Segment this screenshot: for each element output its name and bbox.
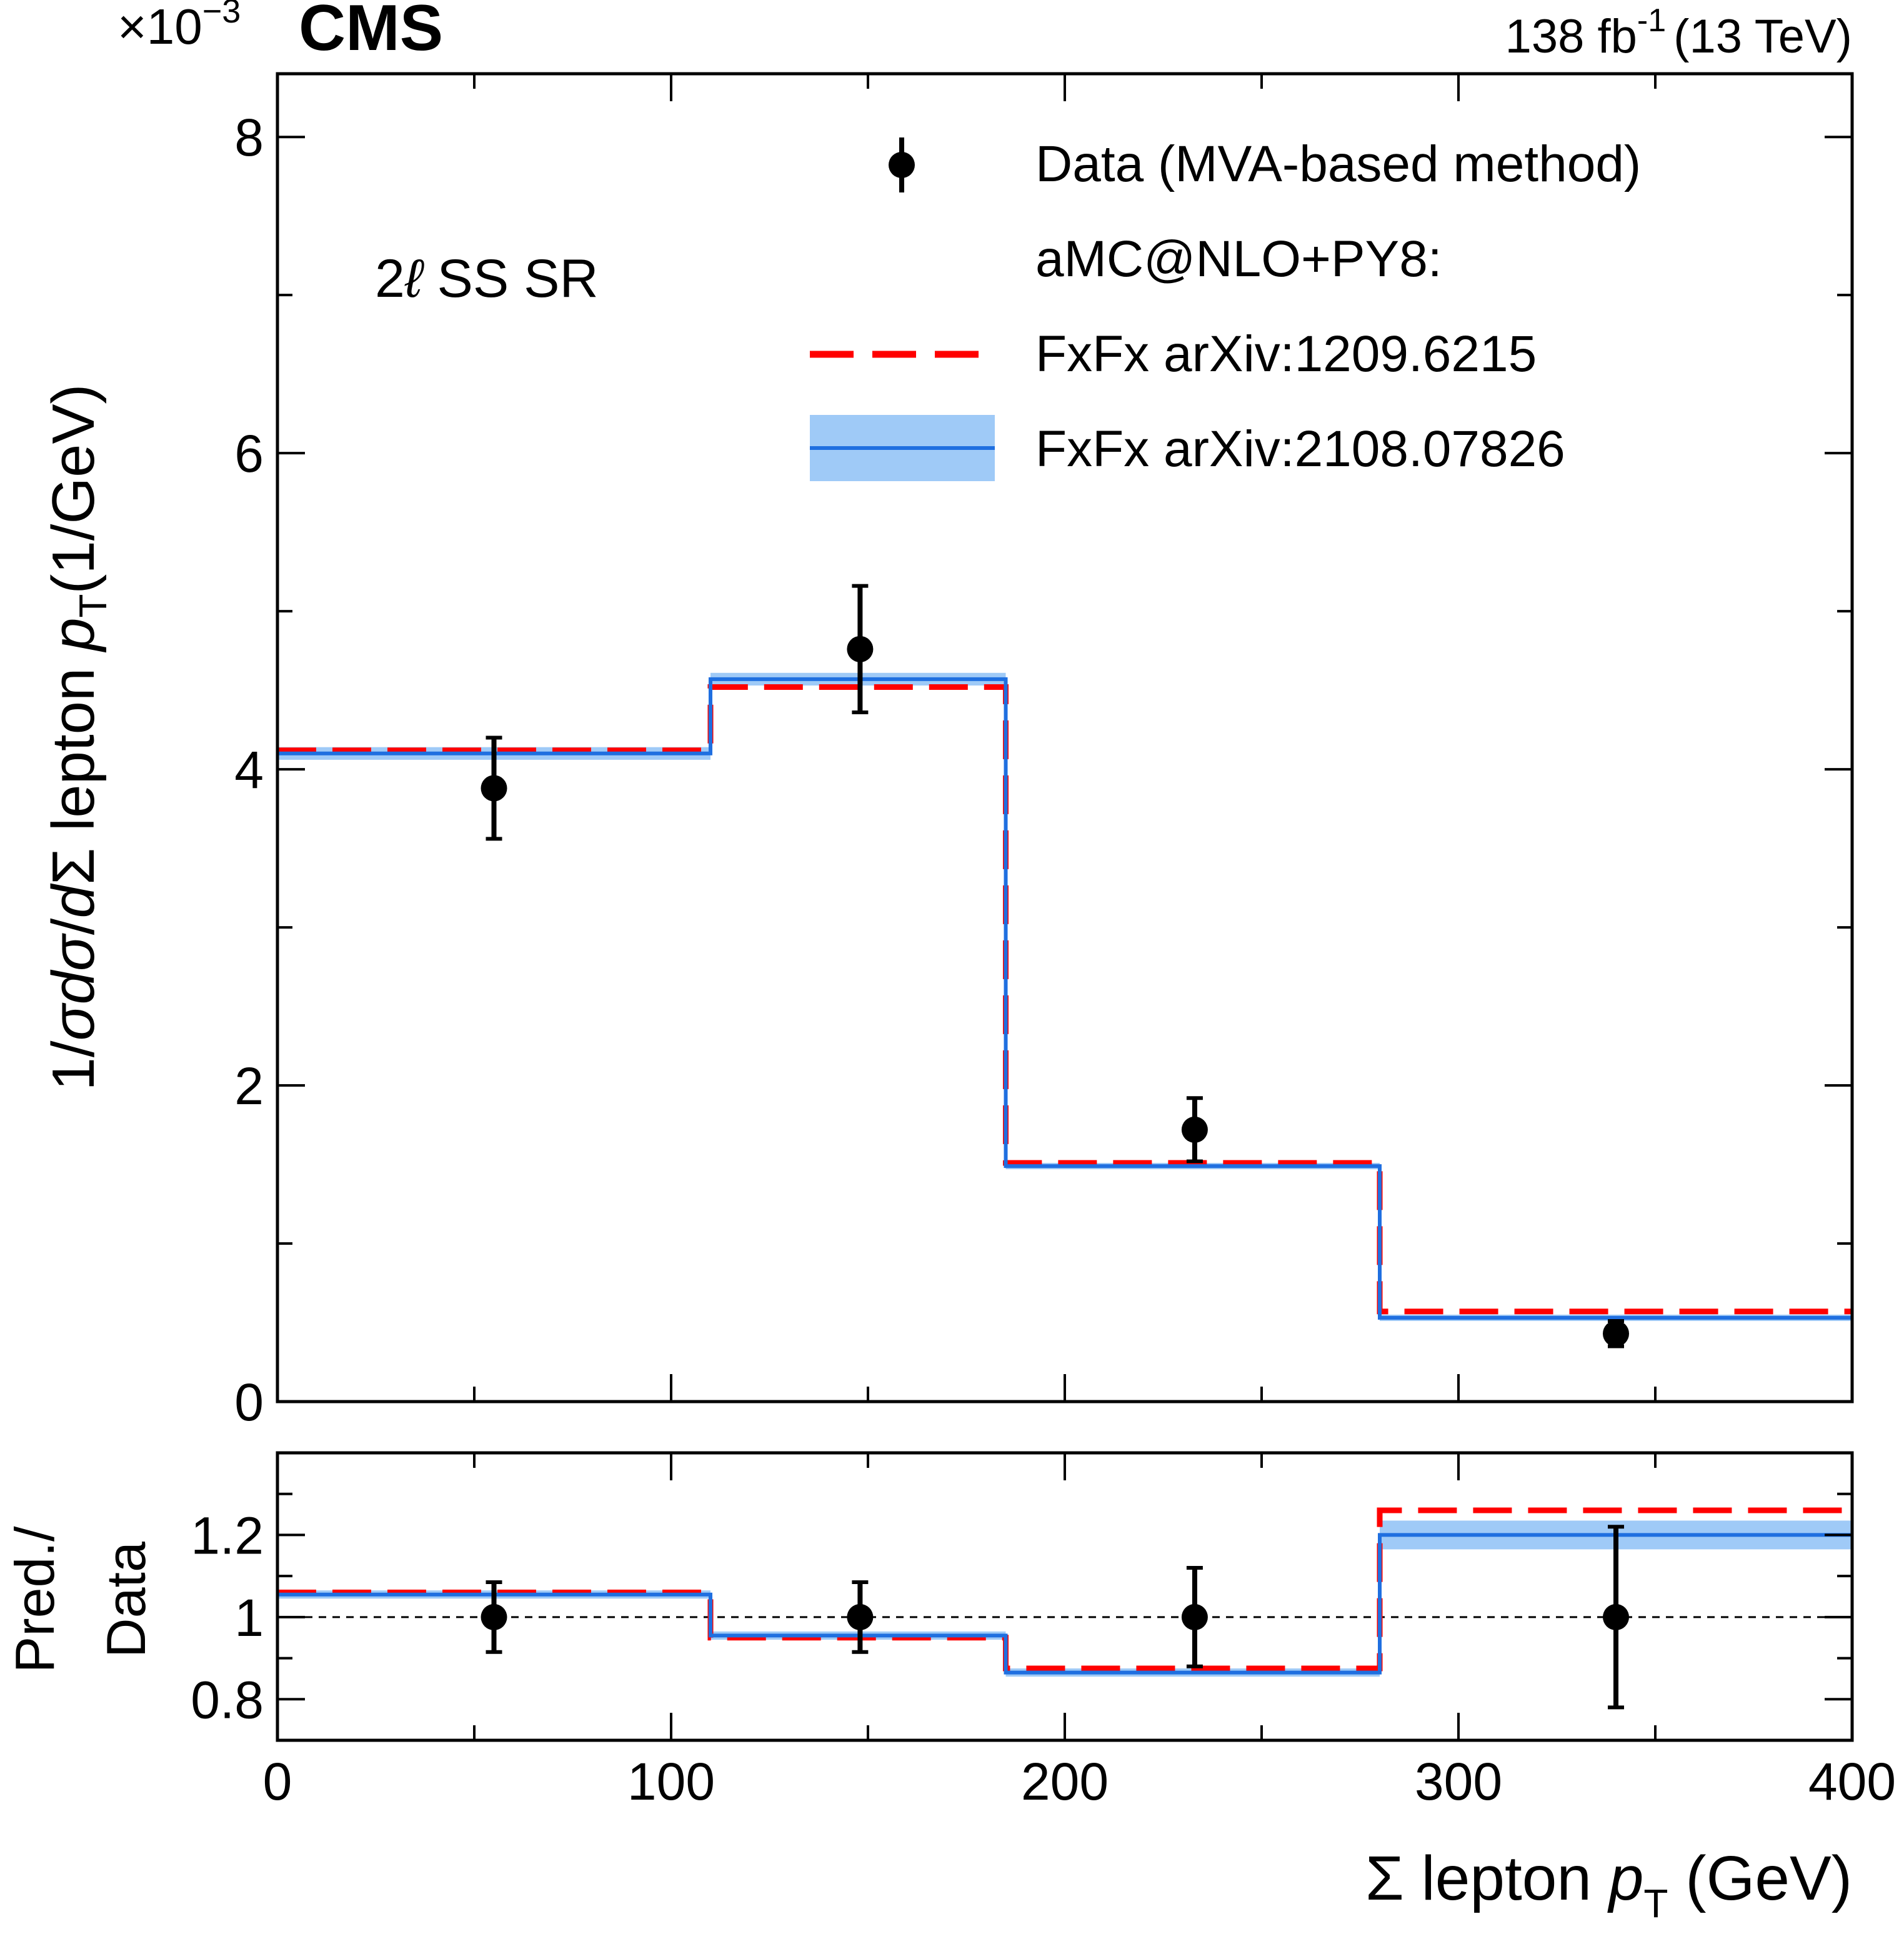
main-data-point-1: [481, 775, 507, 802]
x-tick-label: 300: [1415, 1752, 1502, 1811]
main-data-point-2: [847, 636, 874, 662]
ratio-data-point-1: [481, 1603, 507, 1630]
ratio-y-tick-label: 0.8: [191, 1670, 264, 1729]
main-pred1-step-line: [277, 684, 1852, 1315]
x-tick-label: 100: [627, 1752, 715, 1811]
ratio-plot-frame: [276, 1451, 1854, 1742]
x-tick-label: 200: [1021, 1752, 1109, 1811]
main-panel: 0 2 4 6 8: [234, 72, 1854, 1432]
legend-pred2-label: FxFx arXiv:2108.07826: [1035, 421, 1565, 477]
scale-factor-label: ×10−3: [117, 0, 241, 54]
main-y-axis-title: 1/σdσ/dΣ lepton pT(1/GeV): [40, 384, 115, 1091]
legend-data-label: Data (MVA-based method): [1035, 136, 1641, 192]
ratio-y-axis-title-line2: Data: [95, 1542, 157, 1658]
ratio-data-point-2: [847, 1603, 874, 1630]
ratio-panel: 0.8 1 1.2 0 100 200 300 400: [191, 1451, 1896, 1811]
main-pred2-step-line: [277, 677, 1852, 1320]
legend: Data (MVA-based method) aMC@NLO+PY8: FxF…: [810, 136, 1641, 481]
main-plot-frame: [276, 72, 1854, 1403]
experiment-label: CMS: [299, 0, 443, 64]
main-data-point-3: [1181, 1116, 1208, 1143]
main-y-tick-label: 8: [234, 108, 264, 167]
main-y-tick-label: 2: [234, 1057, 264, 1115]
x-axis-title: Σ lepton pT (GeV): [1365, 1843, 1852, 1926]
main-y-tick-label: 6: [234, 424, 264, 483]
ratio-pred2-step-line: [277, 1533, 1852, 1675]
legend-data-marker: [889, 152, 915, 178]
region-label: 2ℓ SS SR: [375, 249, 599, 309]
x-tick-label: 400: [1808, 1752, 1896, 1811]
legend-generator-header: aMC@NLO+PY8:: [1035, 231, 1442, 287]
main-y-tick-label: 0: [234, 1373, 264, 1432]
main-y-tick-label: 4: [234, 740, 264, 799]
ratio-y-axis-title-line1: Pred./: [4, 1526, 66, 1673]
ratio-data-point-3: [1181, 1603, 1208, 1630]
ratio-y-tick-label: 1.2: [191, 1506, 264, 1565]
luminosity-label: 138 fb-1 (13 TeV): [1505, 2, 1852, 63]
ratio-y-tick-label: 1: [234, 1588, 264, 1647]
ratio-data-point-4: [1603, 1603, 1629, 1630]
x-tick-label: 0: [263, 1752, 292, 1811]
legend-pred1-label: FxFx arXiv:1209.6215: [1035, 326, 1537, 382]
main-data-point-4: [1603, 1320, 1629, 1347]
